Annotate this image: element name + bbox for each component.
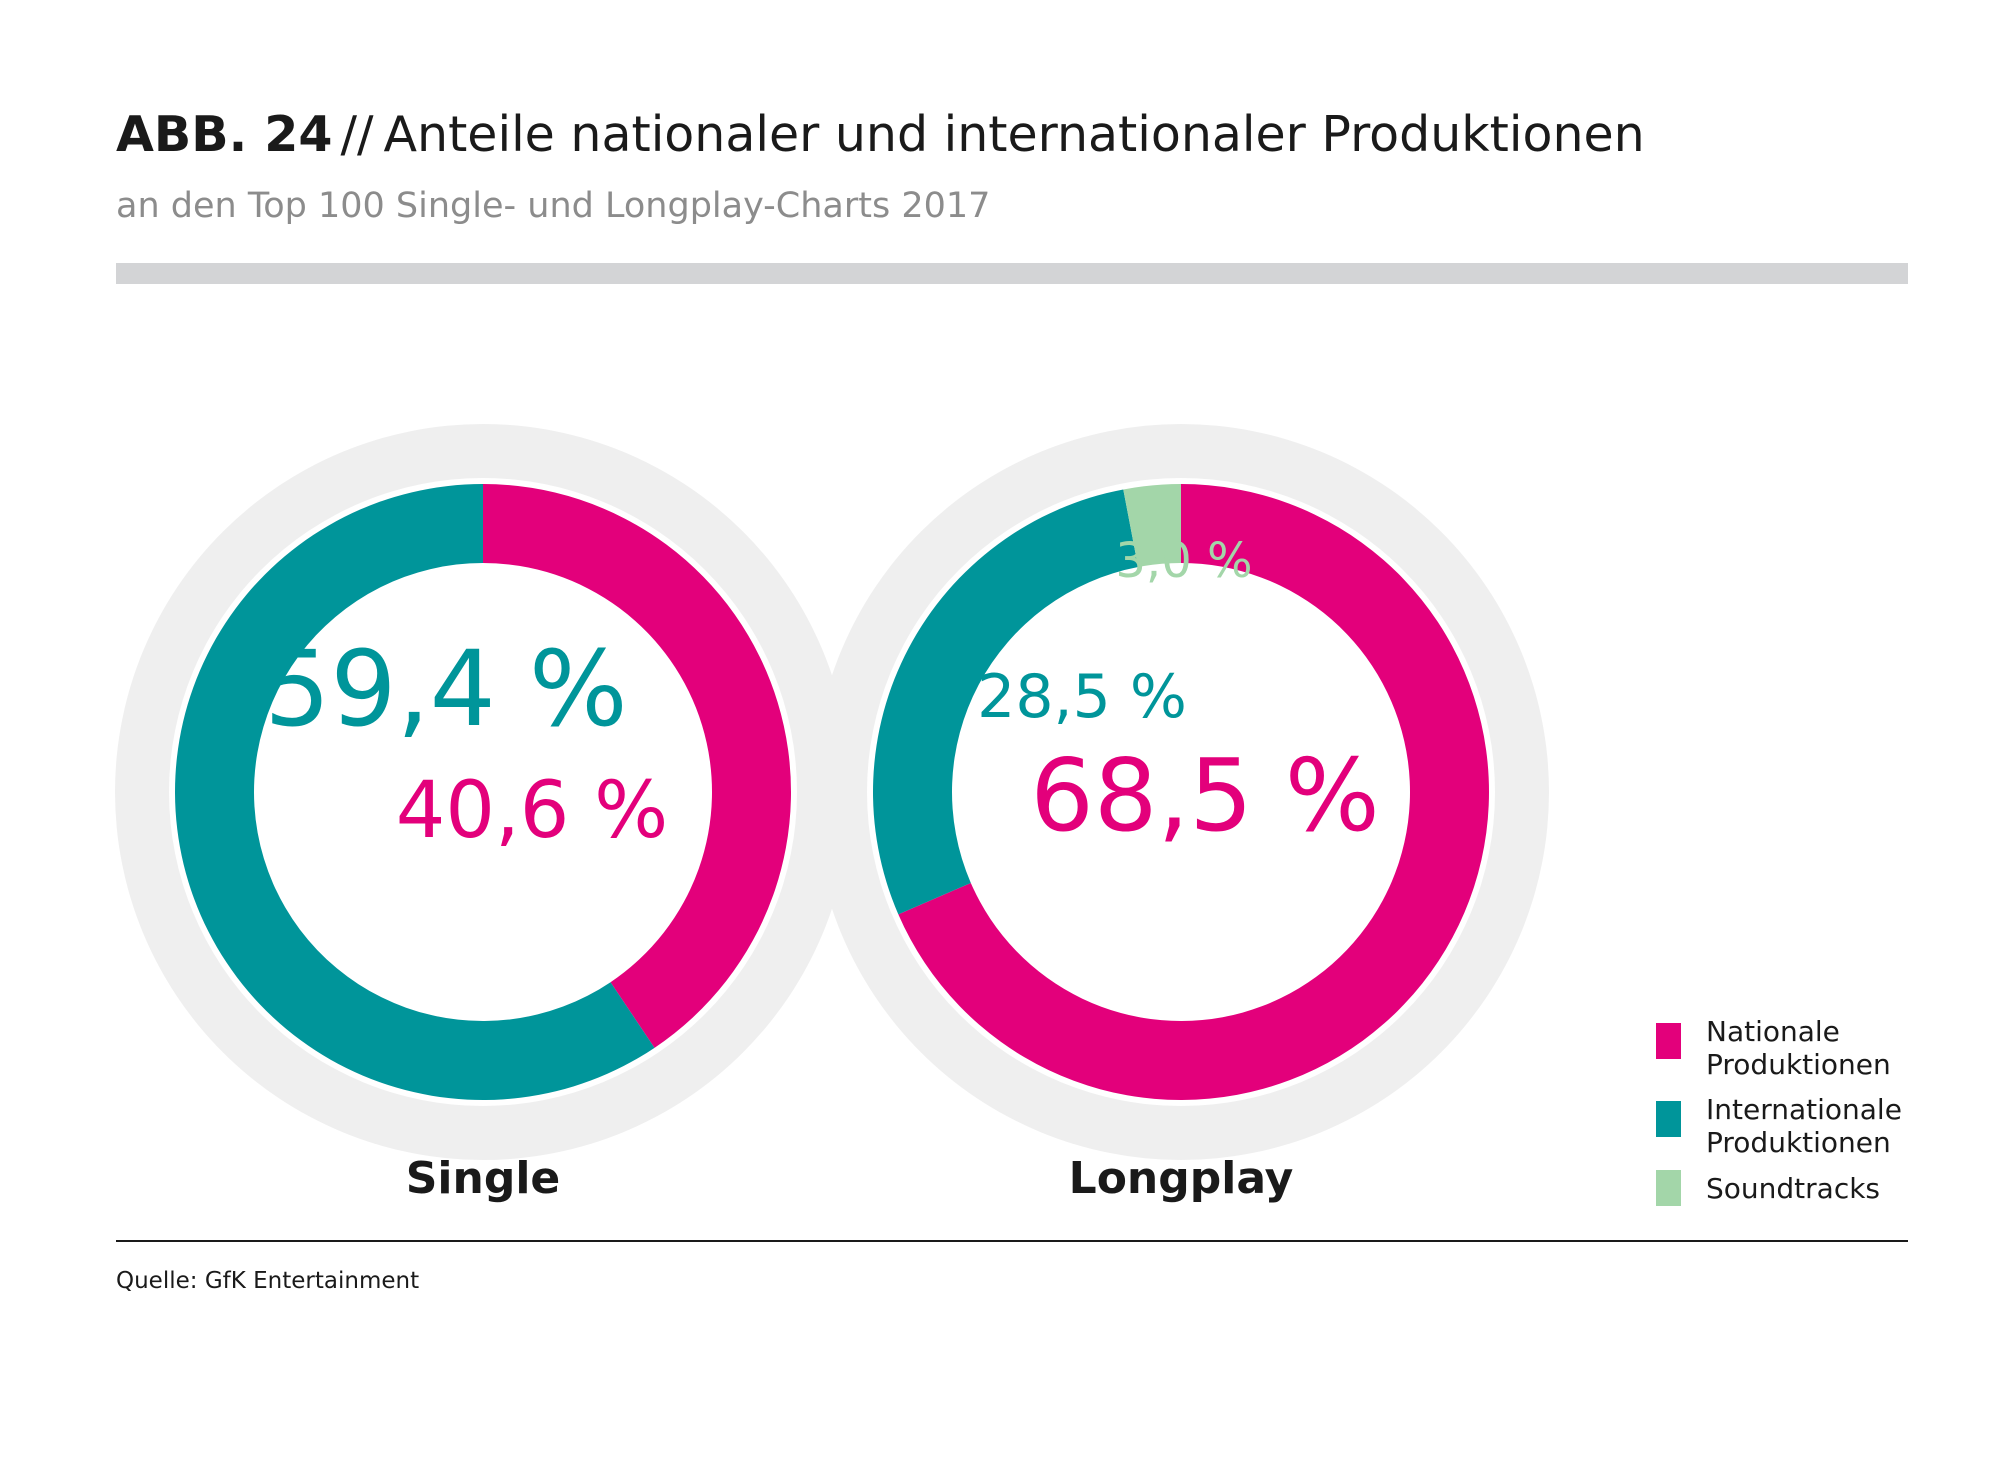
slice-single-nationale-produktionen — [483, 484, 791, 1048]
legend-swatch-national — [1656, 1023, 1681, 1059]
figure-number: ABB. 24 — [116, 106, 333, 163]
value-label-longplay-soundtracks: 3,0 % — [1115, 533, 1252, 589]
title-divider-bar — [116, 263, 1908, 284]
donut-single: 40,6 % 59,4 % Single — [174, 484, 791, 1204]
value-label-longplay-internationale-produktionen: 28,5 % — [977, 662, 1187, 732]
page-subtitle: an den Top 100 Single- und Longplay-Char… — [116, 186, 991, 226]
source-note: Quelle: GfK Entertainment — [116, 1268, 420, 1294]
legend-label-international: Internationale Produktionen — [1706, 1093, 1902, 1159]
title-text: Anteile nationaler und internationaler P… — [383, 106, 1645, 163]
chart-name-longplay: Longplay — [1069, 1153, 1294, 1204]
footer-divider — [116, 1240, 1908, 1242]
slice-longplay-soundtracks — [1123, 484, 1181, 568]
donut-longplay: 68,5 %28,5 % 3,0 % Longplay — [873, 484, 1489, 1204]
title-separator: // — [340, 106, 374, 163]
legend-swatch-international — [1656, 1101, 1681, 1137]
legend-swatch-soundtracks — [1656, 1170, 1681, 1206]
halo-inner-longplay — [867, 478, 1495, 1106]
value-label-single-nationale-produktionen: 40,6 % — [396, 766, 669, 856]
legend-label-national: Nationale Produktionen — [1706, 1015, 1891, 1081]
value-label-longplay-nationale-produktionen: 68,5 % — [1030, 737, 1379, 854]
value-label-single-internationale-produktionen: 59,4 % — [264, 628, 627, 750]
halo-inner-single — [169, 478, 797, 1106]
page-title: ABB. 24//Anteile nationaler und internat… — [116, 108, 1645, 162]
slice-single-internationale-produktionen — [174, 484, 655, 1100]
legend-label-soundtracks: Soundtracks — [1706, 1172, 1881, 1205]
chart-name-single: Single — [406, 1153, 561, 1204]
slice-longplay-internationale-produktionen — [873, 489, 1139, 915]
